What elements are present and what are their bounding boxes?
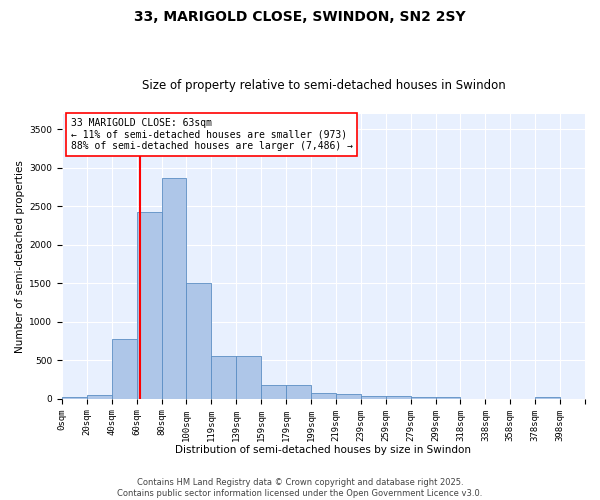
Bar [87,395,112,399]
Y-axis label: Number of semi-detached properties: Number of semi-detached properties [15,160,25,353]
Text: Contains HM Land Registry data © Crown copyright and database right 2025.
Contai: Contains HM Land Registry data © Crown c… [118,478,482,498]
Bar [361,396,386,399]
Bar [535,396,560,399]
Bar [286,384,311,399]
Bar [161,178,187,399]
Bar [410,396,436,399]
Bar [211,356,236,399]
Bar [187,282,211,399]
Text: 33 MARIGOLD CLOSE: 63sqm
← 11% of semi-detached houses are smaller (973)
88% of : 33 MARIGOLD CLOSE: 63sqm ← 11% of semi-d… [71,118,353,152]
Bar [236,356,261,399]
Bar [311,393,336,399]
Bar [112,339,137,399]
Bar [62,396,87,399]
Bar [137,212,161,399]
Bar [336,394,361,399]
X-axis label: Distribution of semi-detached houses by size in Swindon: Distribution of semi-detached houses by … [175,445,472,455]
Bar [436,398,460,399]
Bar [261,384,286,399]
Text: 33, MARIGOLD CLOSE, SWINDON, SN2 2SY: 33, MARIGOLD CLOSE, SWINDON, SN2 2SY [134,10,466,24]
Bar [386,396,410,399]
Title: Size of property relative to semi-detached houses in Swindon: Size of property relative to semi-detach… [142,79,505,92]
